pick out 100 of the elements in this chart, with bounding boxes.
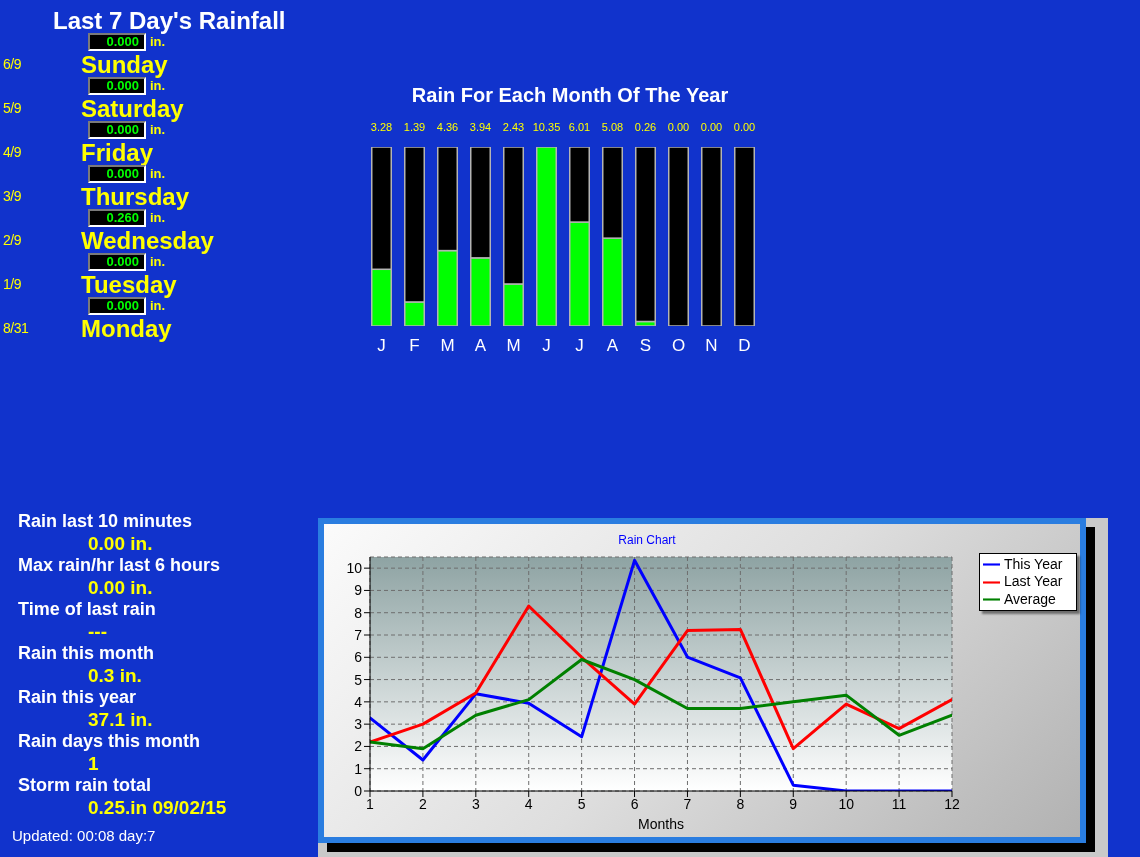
x-tick-label: 12	[944, 795, 960, 812]
readout-box: 0.000	[88, 121, 146, 139]
y-tick-label: 10	[346, 560, 363, 577]
readout-box: 0.000	[88, 165, 146, 183]
category-label: Monday	[81, 315, 172, 342]
x-tick-label: 5	[577, 795, 586, 812]
data-label: 3.28	[370, 121, 393, 133]
x-tick-label: 4	[524, 795, 533, 812]
x-tick-label: 1	[366, 795, 375, 812]
data-label: 0.00	[700, 121, 723, 133]
bar	[734, 147, 755, 326]
text: 6/9	[3, 56, 21, 72]
x-tick-label: J	[542, 336, 551, 356]
text: in.	[150, 122, 166, 137]
y-tick-label: 9	[354, 582, 363, 599]
text: in.	[150, 78, 166, 93]
category-label: Max rain/hr last 6 hours	[18, 555, 221, 575]
data-label: 1.39	[403, 121, 426, 133]
text: Last 7 Day's Rainfall	[53, 7, 286, 34]
x-axis-title: Months	[638, 816, 684, 832]
legend-label: Last Year	[1004, 573, 1063, 590]
x-tick-label: 7	[683, 795, 692, 812]
category-label: Friday	[81, 139, 154, 166]
x-tick-label: 3	[471, 795, 480, 812]
x-tick-label: 6	[630, 795, 639, 812]
y-tick-label: 4	[354, 693, 363, 710]
x-tick-label: 10	[838, 795, 855, 812]
text: 0.00 in.	[88, 533, 153, 554]
text: 3/9	[3, 188, 21, 204]
text: 5/9	[3, 100, 21, 116]
chart-title: Rain Chart	[617, 532, 677, 548]
x-tick-label: 11	[891, 795, 907, 812]
readout-box: 0.000	[88, 253, 146, 271]
category-label: Saturday	[81, 95, 184, 122]
y-tick-label: 7	[354, 626, 363, 643]
text: 8/31	[3, 320, 29, 336]
line-series	[370, 658, 952, 751]
text: in.	[150, 166, 166, 181]
text: in.	[150, 34, 166, 51]
category-label: Rain last 10 minutes	[18, 511, 193, 531]
x-tick-label: O	[671, 336, 686, 356]
legend-label: This Year	[1004, 556, 1063, 572]
data-label: 0.00	[733, 121, 756, 133]
text: 0.3 in.	[88, 665, 142, 686]
text: in.	[150, 298, 166, 313]
y-tick-label: 1	[354, 760, 363, 777]
legend-label: Average	[1004, 590, 1056, 607]
x-tick-label: M	[440, 336, 455, 356]
x-tick-label: J	[377, 336, 386, 356]
bar	[536, 147, 557, 326]
category-label: Thursday	[81, 183, 190, 210]
data-label: 6.01	[568, 121, 591, 133]
readout-box: 0.000	[88, 33, 146, 51]
y-tick-label: 6	[354, 649, 363, 666]
x-tick-label: 2	[419, 795, 428, 812]
x-tick-label: N	[705, 336, 718, 356]
text: 1/9	[3, 276, 21, 292]
category-label: Rain days this month	[18, 731, 201, 751]
category-label: Storm rain total	[18, 775, 152, 795]
y-tick-label: 8	[354, 604, 363, 621]
x-tick-label: A	[474, 336, 487, 356]
category-label: Tuesday	[81, 271, 177, 298]
readout-box: 0.000	[88, 77, 146, 95]
text: in.	[150, 210, 166, 225]
text: 37.1 in.	[88, 709, 153, 730]
x-tick-label: D	[738, 336, 751, 356]
chart-title: Rain For Each Month Of The Year	[410, 84, 730, 106]
data-label: 0.00	[667, 121, 690, 133]
category-label: Rain this year	[18, 687, 137, 707]
category-label: Rain this month	[18, 643, 154, 663]
x-tick-label: 8	[736, 795, 745, 812]
text: 2/9	[3, 232, 21, 248]
line-series	[370, 604, 952, 751]
data-label: 0.26	[634, 121, 657, 133]
text: Updated: 00:08 day:7	[12, 827, 156, 845]
x-tick-label: 9	[789, 795, 798, 812]
readout-box: 0.260	[88, 209, 146, 227]
y-tick-label: 5	[354, 671, 363, 688]
data-label: 10.35	[532, 121, 561, 133]
text: 1	[88, 753, 99, 774]
bar	[635, 147, 656, 323]
bar	[668, 147, 689, 326]
data-label: 2.43	[502, 121, 525, 133]
y-tick-label: 2	[354, 738, 363, 755]
text: in.	[150, 254, 166, 269]
readout-box: 0.000	[88, 297, 146, 315]
data-label: 3.94	[469, 121, 492, 133]
text: ---	[88, 621, 107, 642]
y-tick-label: 3	[354, 716, 363, 733]
x-tick-label: F	[409, 336, 420, 356]
category-label: Sunday	[81, 51, 168, 78]
text: 4/9	[3, 144, 21, 160]
data-label: 4.36	[436, 121, 459, 133]
category-label: Time of last rain	[18, 599, 156, 619]
text: 0.00 in.	[88, 577, 153, 598]
bar	[701, 147, 722, 326]
x-tick-label: S	[639, 336, 652, 356]
x-tick-label: J	[575, 336, 584, 356]
x-tick-label: M	[506, 336, 521, 356]
x-tick-label: A	[606, 336, 619, 356]
